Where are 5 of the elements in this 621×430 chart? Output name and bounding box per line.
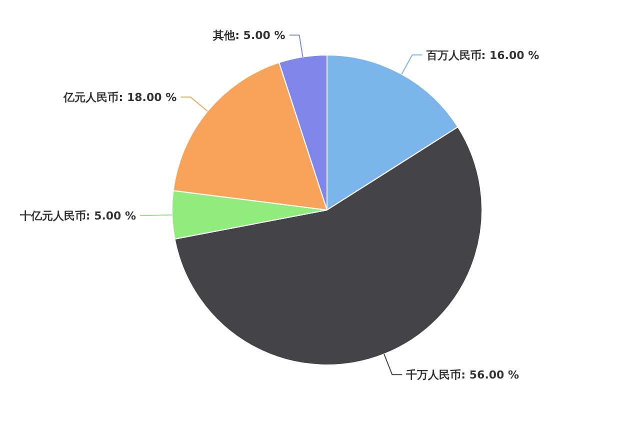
slice-label: 十亿元人民币: 5.00 % <box>18 210 136 223</box>
slice-label: 亿元人民币: 18.00 % <box>62 91 177 104</box>
slice-label: 百万人民币: 16.00 % <box>425 48 540 62</box>
slice-label: 千万人民币: 56.00 % <box>405 368 520 382</box>
slice-label: 其他: 5.00 % <box>212 29 286 42</box>
